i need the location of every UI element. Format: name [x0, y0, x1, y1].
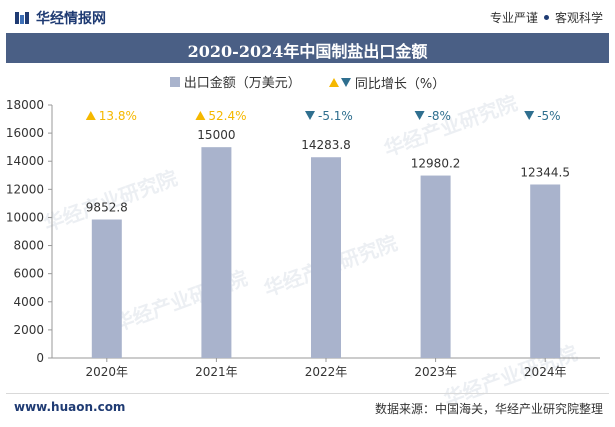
legend: 出口金额（万美元） 同比增长（%）	[0, 72, 615, 92]
y-tick-label: 18000	[6, 98, 44, 112]
bullet-dot-icon	[543, 15, 549, 20]
logo-icon	[15, 12, 29, 24]
x-tick-label: 2024年	[524, 365, 567, 379]
growth-down-triangle-icon	[305, 111, 315, 120]
data-label: 12344.5	[520, 165, 570, 179]
legend-swatch-bar	[169, 76, 180, 87]
data-label: 12980.2	[411, 157, 461, 171]
y-tick-label: 6000	[13, 267, 44, 281]
bar	[420, 175, 451, 358]
growth-label: -5.1%	[318, 109, 353, 123]
bar-chart: 0 2000 4000 6000 8000 10000 12000 14000 16000 180…	[6, 98, 600, 379]
footer-divider	[6, 393, 609, 394]
growth-label: -5%	[537, 109, 560, 123]
data-label: 14283.8	[301, 138, 351, 152]
footer-source: 数据来源：中国海关，华经产业研究院整理	[374, 402, 603, 416]
growth-down-triangle-icon	[414, 111, 425, 120]
footer-website[interactable]: www.huaon.com	[14, 400, 126, 414]
bar	[311, 157, 341, 358]
triangle-up-icon	[328, 77, 339, 87]
slogan: 专业严谨 客观科学	[490, 9, 603, 26]
x-tick-label: 2021年	[195, 365, 238, 379]
data-label: 9852.8	[86, 201, 128, 215]
growth-label: 13.8%	[99, 109, 137, 123]
bar	[530, 184, 561, 358]
bar	[201, 147, 232, 358]
growth-label: 52.4%	[208, 109, 246, 123]
x-tick-label: 2022年	[305, 365, 348, 379]
y-tick-label: 16000	[6, 126, 44, 140]
y-tick-label: 12000	[6, 182, 44, 196]
growth-label: -8%	[428, 109, 451, 123]
brand[interactable]: 华经情报网	[14, 8, 106, 28]
chart-title-bar: 2020-2024年中国制盐出口金额	[6, 33, 609, 63]
slogan-a: 专业严谨	[489, 11, 538, 25]
growth-up-triangle-icon	[195, 111, 206, 120]
slogan-b: 客观科学	[554, 11, 603, 25]
legend-item-export[interactable]: 出口金额（万美元）	[169, 72, 301, 91]
chart-title: 2020-2024年中国制盐出口金额	[187, 42, 428, 61]
y-tick-label: 10000	[6, 210, 44, 224]
y-tick-label: 8000	[13, 239, 44, 253]
brand-name: 华经情报网	[36, 11, 106, 27]
growth-up-triangle-icon	[85, 111, 96, 120]
y-tick-label: 4000	[13, 295, 44, 309]
y-tick-label: 0	[36, 351, 44, 365]
data-label: 15000	[197, 128, 235, 142]
x-tick-label: 2020年	[86, 365, 129, 379]
x-tick-label: 2023年	[414, 365, 457, 379]
legend-item-growth[interactable]: 同比增长（%）	[328, 73, 446, 92]
legend-label-export: 出口金额（万美元）	[183, 76, 301, 91]
bar	[91, 219, 122, 358]
growth-down-triangle-icon	[524, 111, 535, 120]
legend-label-growth: 同比增长（%）	[354, 76, 446, 92]
top-bar: 华经情报网 专业严谨 客观科学	[0, 0, 615, 33]
y-tick-label: 2000	[13, 323, 44, 337]
triangle-down-icon	[340, 77, 351, 87]
y-tick-label: 14000	[6, 154, 44, 168]
